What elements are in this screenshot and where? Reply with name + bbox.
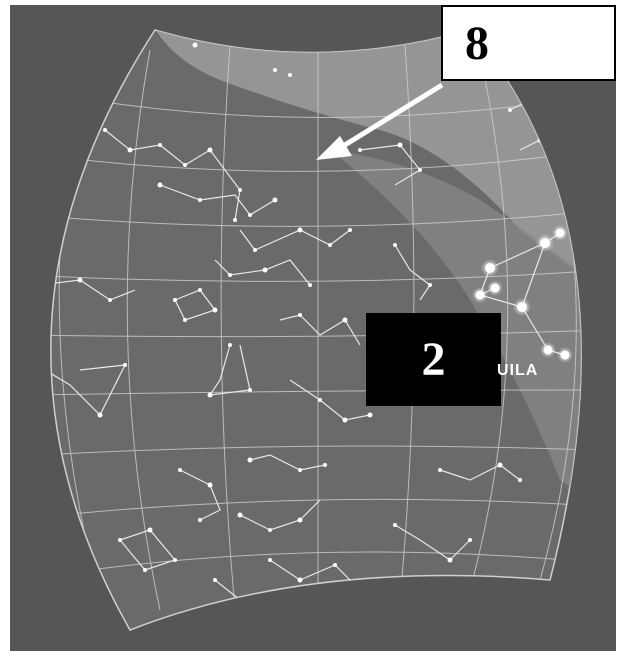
- arrow-icon: [316, 82, 444, 160]
- label-8-text: 8: [465, 16, 489, 70]
- highlighted-stars: [472, 225, 573, 363]
- sky-region: [50, 29, 582, 631]
- milky-way-band: [150, 30, 582, 300]
- constellation-label: UILA: [497, 362, 539, 379]
- stars: [58, 42, 543, 628]
- label-2-text: 2: [421, 333, 446, 386]
- label-box-8: 8: [441, 5, 616, 81]
- milky-way-band-lower: [330, 150, 582, 520]
- label-box-2: 2: [366, 313, 501, 406]
